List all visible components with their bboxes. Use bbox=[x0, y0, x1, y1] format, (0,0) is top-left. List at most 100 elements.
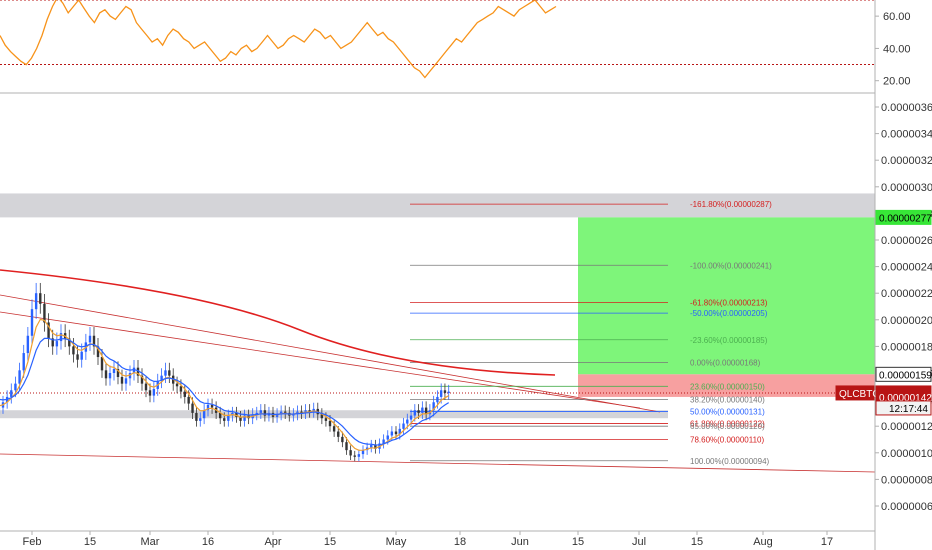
ema-fast-line bbox=[0, 318, 449, 451]
candle-body bbox=[337, 431, 340, 437]
candle-body bbox=[96, 346, 100, 358]
trendline-middle bbox=[0, 311, 641, 409]
candle-body bbox=[255, 412, 258, 415]
fib-label-5: 0.00%(0.00000168) bbox=[690, 358, 761, 367]
ma-long-line bbox=[0, 269, 556, 376]
candle-body bbox=[402, 423, 405, 429]
time-tick-label-5: 15 bbox=[324, 536, 336, 548]
candle-body bbox=[160, 375, 163, 381]
candle-body bbox=[413, 410, 417, 416]
time-tick-label-4: Apr bbox=[264, 536, 281, 548]
candle-body bbox=[304, 410, 307, 413]
time-axis[interactable]: Feb 15 Mar 16 Apr 15 May 18 Jun 15 Jul 15 Aug 17 bbox=[23, 531, 834, 548]
candle-body bbox=[239, 416, 242, 421]
candle-body bbox=[30, 309, 34, 336]
fib-label-1: -100.00%(0.00000241) bbox=[690, 261, 772, 270]
candle-body bbox=[108, 373, 112, 379]
candle-body bbox=[55, 341, 59, 347]
time-tick-label-8: Jun bbox=[511, 536, 529, 548]
candle-body bbox=[332, 426, 336, 432]
candle-body bbox=[124, 378, 128, 384]
fib-label-12: 100.00%(0.00000094) bbox=[690, 457, 770, 466]
ema-slow-line bbox=[0, 337, 450, 446]
price-tick-label-12: 0.00000120 bbox=[881, 421, 932, 433]
resistance-zone bbox=[0, 193, 875, 218]
time-tick-label-12: Aug bbox=[753, 536, 773, 548]
candle-body bbox=[345, 442, 348, 451]
fib-label-6: 23.60%(0.00000150) bbox=[690, 382, 765, 391]
price-tag-bg-1 bbox=[875, 366, 932, 382]
time-tick-label-10: Jul bbox=[632, 536, 646, 548]
rsi-pane: 60.00 40.00 20.00 bbox=[0, 0, 911, 88]
candle-body bbox=[279, 411, 283, 415]
candle-body bbox=[439, 390, 443, 397]
candle-body bbox=[68, 338, 71, 347]
candle-body bbox=[320, 414, 324, 419]
time-tick-label-7: 18 bbox=[454, 536, 466, 548]
candle-body bbox=[112, 369, 116, 373]
candle-body bbox=[341, 436, 344, 443]
fib-label-8: 50.00%(0.00000131) bbox=[690, 408, 765, 417]
candle-body bbox=[210, 404, 214, 408]
candle-body bbox=[409, 415, 413, 420]
candle-body bbox=[308, 410, 311, 412]
candle-body bbox=[148, 390, 152, 396]
candle-body bbox=[361, 450, 365, 455]
candle-body bbox=[59, 333, 63, 342]
candle-body bbox=[424, 407, 428, 415]
candle-body bbox=[394, 431, 398, 435]
time-tick-label-0: Feb bbox=[23, 536, 42, 548]
price-tags: 0.000002770.00000159QLCBTC0.000001450.00… bbox=[835, 209, 932, 416]
candle-body bbox=[120, 376, 124, 384]
candle-body bbox=[370, 444, 373, 448]
fib-label-3: -50.00%(0.00000205) bbox=[690, 309, 768, 318]
candle-body bbox=[88, 335, 92, 343]
candle-body bbox=[92, 335, 96, 347]
candle-body bbox=[328, 420, 332, 427]
price-tag-2: QLCBTC bbox=[839, 389, 880, 400]
rsi-line bbox=[0, 0, 557, 79]
candle-body bbox=[187, 396, 190, 404]
time-tick-label-11: 15 bbox=[691, 536, 703, 548]
candle-body bbox=[22, 353, 25, 371]
candle-body bbox=[179, 386, 183, 392]
candle-body bbox=[34, 293, 38, 310]
time-tick-label-13: 17 bbox=[821, 536, 833, 548]
candle-body bbox=[168, 370, 171, 376]
candle-body bbox=[275, 414, 279, 417]
moving-averages-layer bbox=[0, 269, 556, 451]
candle-body bbox=[432, 402, 435, 411]
candle-body bbox=[390, 431, 394, 436]
candle-body bbox=[136, 367, 140, 376]
price-tag-bg-0 bbox=[875, 209, 932, 225]
candle-body bbox=[398, 428, 401, 435]
candle-body bbox=[243, 415, 246, 421]
candle-body bbox=[447, 391, 450, 393]
candle-body bbox=[218, 412, 222, 419]
candle-body bbox=[191, 403, 194, 413]
time-tick-label-2: Mar bbox=[141, 536, 160, 548]
candle-body bbox=[292, 414, 295, 416]
time-tick-label-6: May bbox=[386, 536, 407, 548]
candle-body bbox=[175, 383, 179, 387]
candle-body bbox=[259, 410, 263, 413]
time-tick-label-3: 16 bbox=[202, 536, 214, 548]
candle-body bbox=[324, 418, 328, 421]
candle-body bbox=[227, 415, 230, 421]
candle-body bbox=[199, 418, 202, 421]
fib-label-2: -61.80%(0.00000213) bbox=[690, 299, 768, 308]
candle-body bbox=[349, 450, 352, 456]
trendline-upper bbox=[0, 294, 661, 413]
candle-body bbox=[436, 396, 439, 403]
zones-layer bbox=[0, 193, 875, 419]
candle-body bbox=[43, 303, 46, 323]
rsi-tick-label-0: 60.00 bbox=[883, 11, 911, 23]
rsi-tick-label-1: 40.00 bbox=[883, 43, 911, 55]
